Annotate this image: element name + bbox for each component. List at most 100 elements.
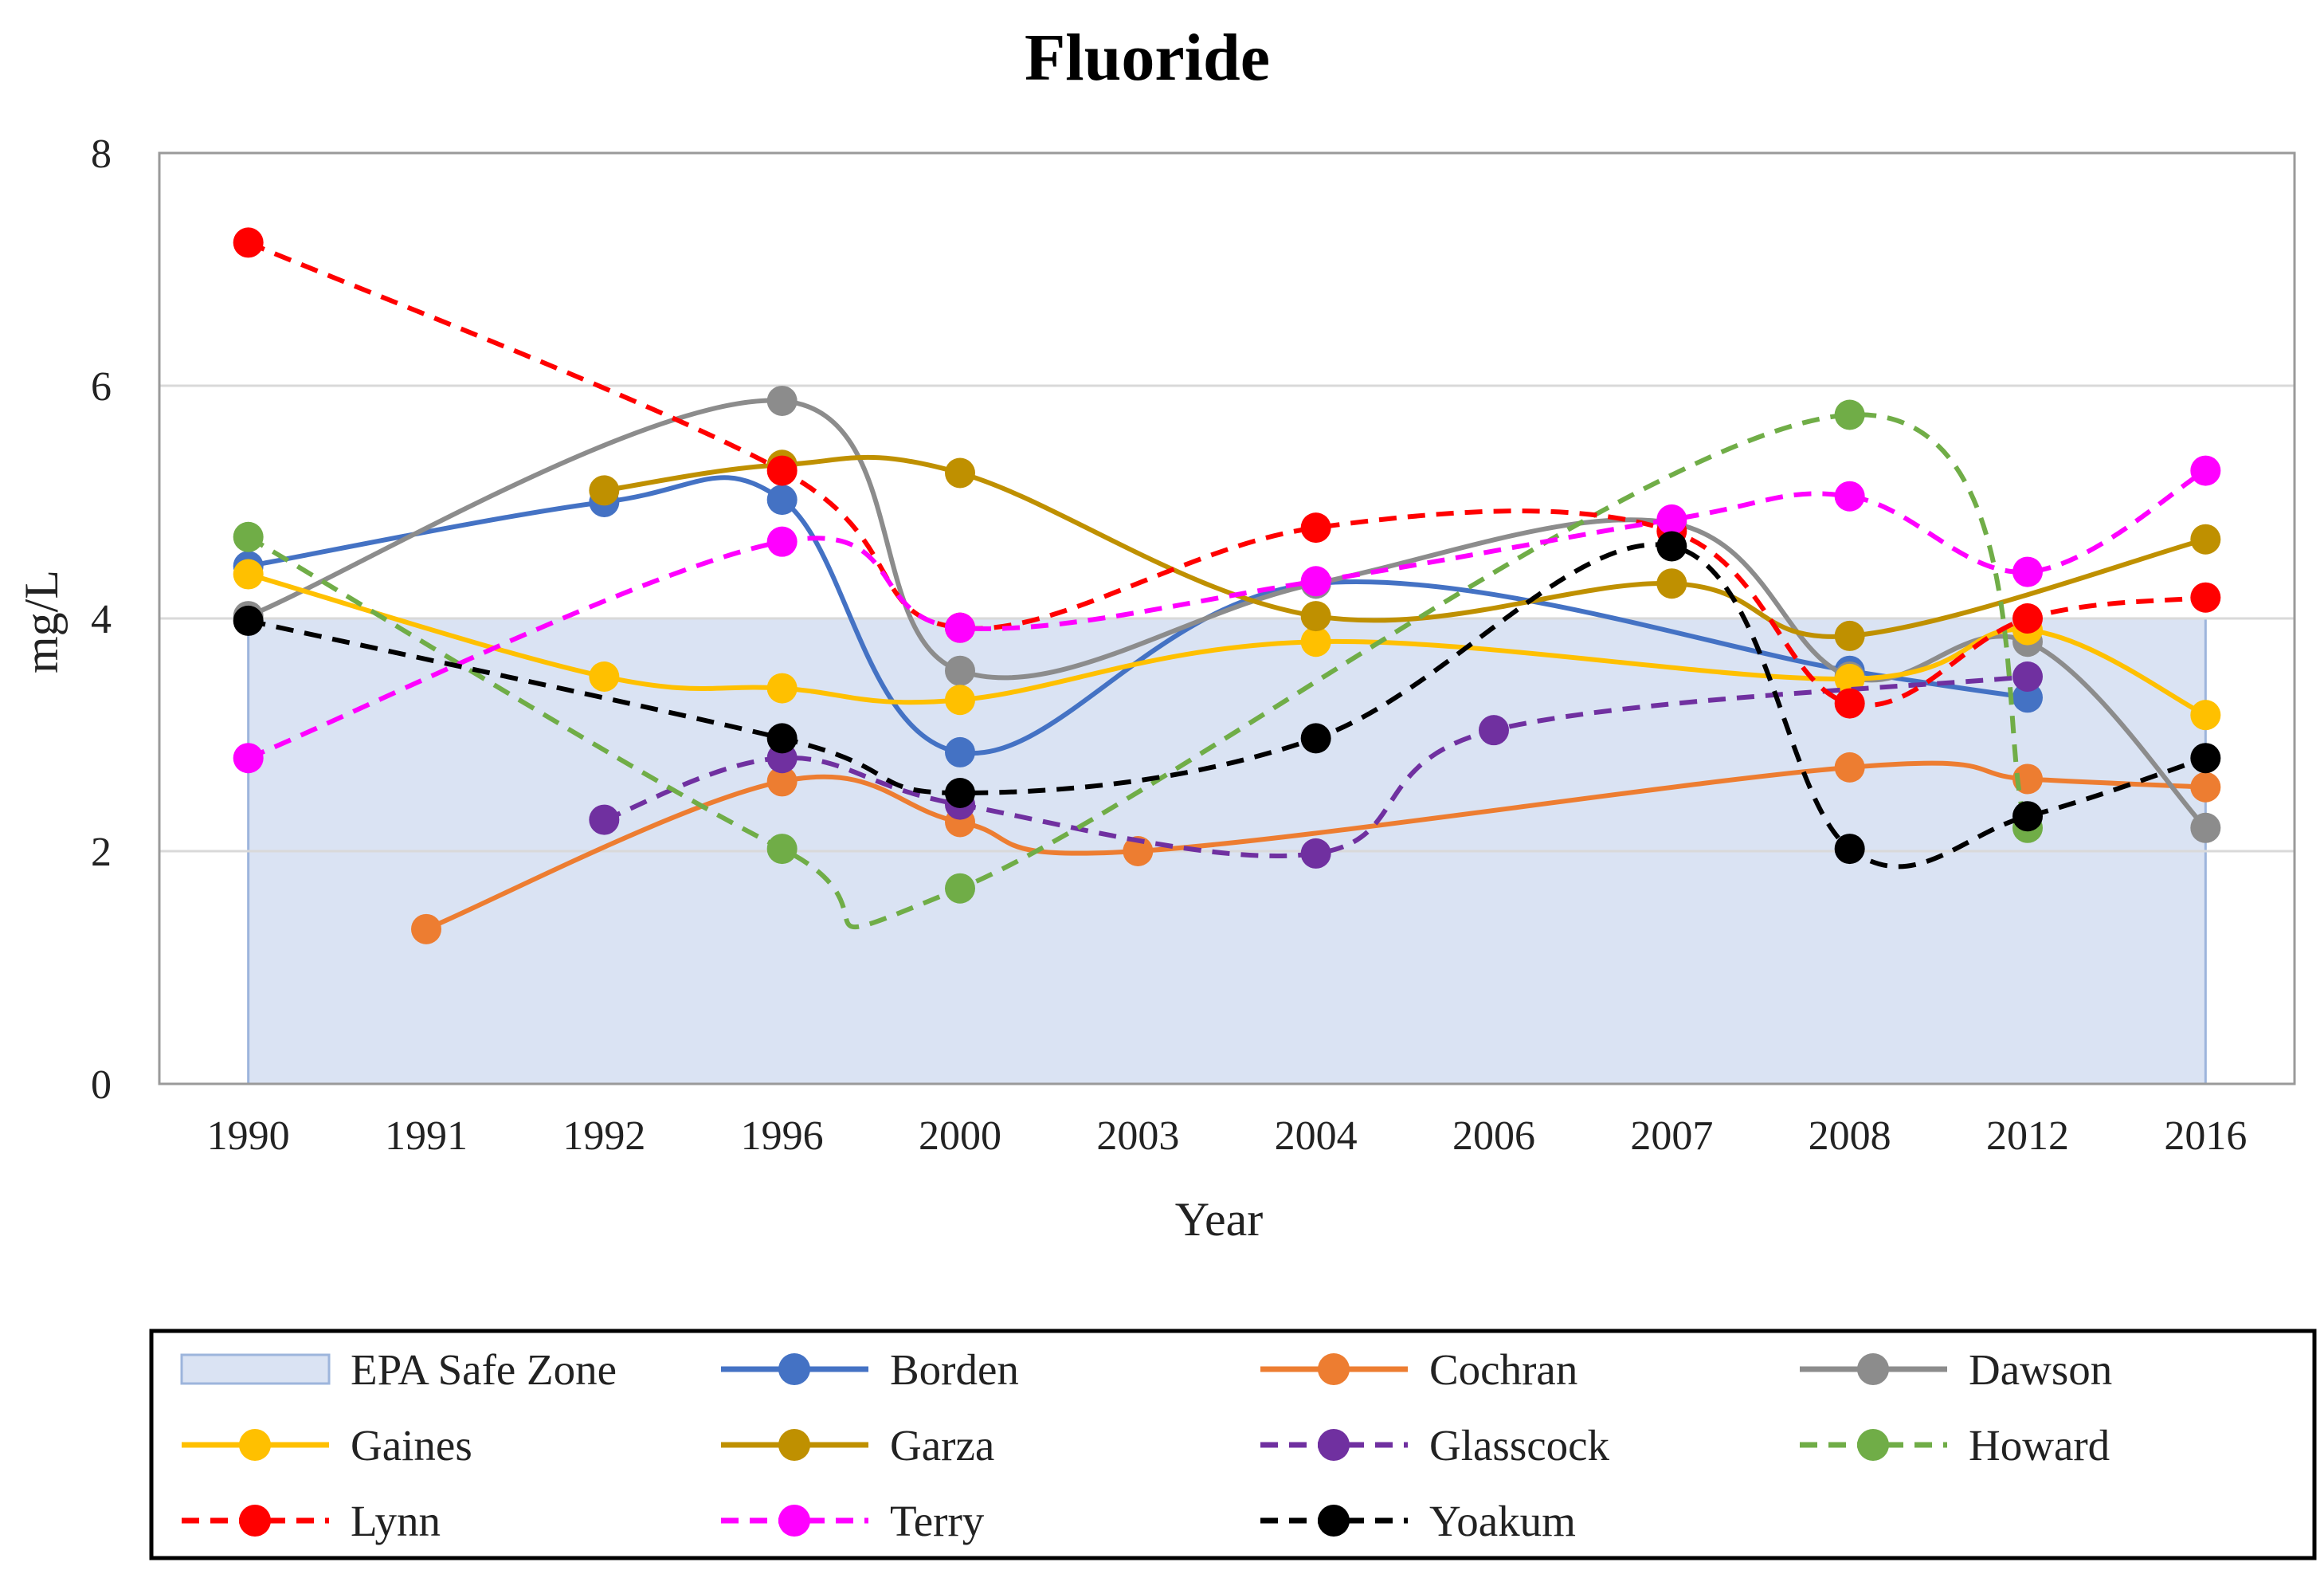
data-point-garza [1656, 568, 1687, 599]
x-tick-label: 2006 [1452, 1113, 1535, 1159]
legend-item-glasscock: Glasscock [1260, 1421, 1610, 1470]
data-point-terry [2012, 556, 2043, 587]
x-tick-label: 2000 [919, 1113, 1001, 1159]
legend-label: Yoakum [1429, 1497, 1576, 1545]
data-point-cochran [2190, 771, 2221, 803]
legend-item-terry: Terry [721, 1497, 985, 1545]
series-terry [233, 455, 2221, 774]
data-point-gaines [589, 661, 620, 692]
legend-item-lynn: Lynn [182, 1497, 441, 1545]
data-point-terry [233, 743, 264, 774]
data-point-lynn [2190, 582, 2221, 613]
series-line-howard [247, 412, 2030, 930]
legend-item-dawson: Dawson [1800, 1345, 2112, 1394]
x-tick-label: 1990 [207, 1113, 290, 1159]
series-yoakum [233, 531, 2221, 869]
data-point-glasscock [2012, 661, 2043, 692]
data-point-yoakum [1834, 834, 1865, 865]
legend-marker [239, 1505, 271, 1537]
axes: 0 2 4 6 8 1990 1991 1992 1996 2000 2003 2004 2006 200… [91, 131, 2296, 1159]
legend-item-garza: Garza [721, 1421, 994, 1470]
data-point-garza [1300, 601, 1331, 632]
data-point-gaines [233, 559, 264, 590]
data-point-lynn [233, 227, 264, 258]
data-point-dawson [2190, 812, 2221, 843]
legend: EPA Safe Zone Borden Cochran Dawson Gaines Ga… [149, 1329, 2317, 1560]
data-point-gaines [1300, 626, 1331, 657]
legend-label: EPA Safe Zone [351, 1345, 617, 1394]
x-axis-label: Year [1175, 1193, 1264, 1246]
data-point-garza [2190, 524, 2221, 555]
legend-label: Lynn [351, 1497, 441, 1545]
data-point-dawson [945, 655, 975, 686]
data-point-borden [766, 485, 798, 516]
data-point-lynn [1834, 688, 1865, 719]
data-point-glasscock [589, 804, 620, 835]
data-point-gaines [766, 673, 798, 704]
y-tick-label: 0 [91, 1062, 112, 1108]
data-point-terry [1656, 504, 1687, 535]
chart-title: Fluoride [1025, 21, 1270, 95]
data-point-yoakum [766, 723, 798, 754]
legend-item-gaines: Gaines [182, 1421, 472, 1470]
legend-item-yoakum: Yoakum [1260, 1497, 1576, 1545]
legend-item-epa-safe-zone: EPA Safe Zone [180, 1345, 617, 1394]
legend-label: Cochran [1429, 1345, 1577, 1394]
data-point-gaines [2190, 700, 2221, 731]
series-line-garza [603, 454, 2207, 639]
series-layer [233, 227, 2221, 944]
data-point-cochran [1123, 836, 1154, 866]
y-tick-label: 2 [91, 830, 112, 875]
data-point-lynn [2012, 603, 2043, 634]
data-point-terry [1834, 481, 1865, 512]
data-point-borden [2012, 682, 2043, 713]
legend-marker [1318, 1353, 1350, 1385]
data-point-yoakum [1656, 531, 1687, 562]
legend-label: Terry [890, 1497, 985, 1545]
y-tick-label: 6 [91, 364, 112, 410]
x-tick-label: 2008 [1809, 1113, 1891, 1159]
legend-marker [239, 1429, 271, 1461]
y-axis-label: mg/L [15, 570, 68, 673]
y-tick-label: 4 [91, 597, 112, 642]
data-point-yoakum [1300, 723, 1331, 754]
legend-label: Howard [1969, 1421, 2110, 1470]
legend-box [149, 1329, 2317, 1560]
x-tick-label: 1996 [741, 1113, 824, 1159]
data-point-yoakum [2190, 743, 2221, 774]
series-line-yoakum [248, 542, 2207, 869]
legend-marker [778, 1505, 810, 1537]
x-tick-label: 1991 [385, 1113, 468, 1159]
data-point-howard [233, 521, 264, 552]
data-point-terry [766, 526, 798, 557]
data-point-howard [1834, 399, 1865, 430]
data-point-garza [945, 457, 975, 489]
series-line-terry [247, 468, 2207, 760]
data-point-terry [1300, 566, 1331, 597]
legend-marker [778, 1353, 810, 1385]
data-point-garza [1834, 620, 1865, 651]
legend-item-howard: Howard [1800, 1421, 2110, 1470]
legend-label: Glasscock [1429, 1421, 1610, 1470]
legend-marker [778, 1429, 810, 1461]
data-point-terry [2190, 455, 2221, 486]
data-point-dawson [766, 385, 798, 416]
plot-frame [158, 151, 2296, 1085]
data-point-cochran [766, 766, 798, 797]
x-tick-label: 2012 [1986, 1113, 2069, 1159]
data-point-cochran [411, 913, 441, 944]
data-point-cochran [1834, 752, 1865, 783]
legend-item-cochran: Cochran [1260, 1345, 1577, 1394]
legend-label: Dawson [1969, 1345, 2112, 1394]
legend-marker [1318, 1505, 1350, 1537]
x-tick-label: 2007 [1630, 1113, 1713, 1159]
data-point-howard [945, 873, 975, 904]
legend-swatch [180, 1353, 331, 1385]
data-point-yoakum [233, 605, 264, 636]
legend-label: Garza [890, 1421, 994, 1470]
legend-label: Borden [890, 1345, 1019, 1394]
data-point-gaines [1834, 663, 1865, 694]
data-point-lynn [766, 455, 798, 486]
x-tick-label: 2016 [2164, 1113, 2247, 1159]
